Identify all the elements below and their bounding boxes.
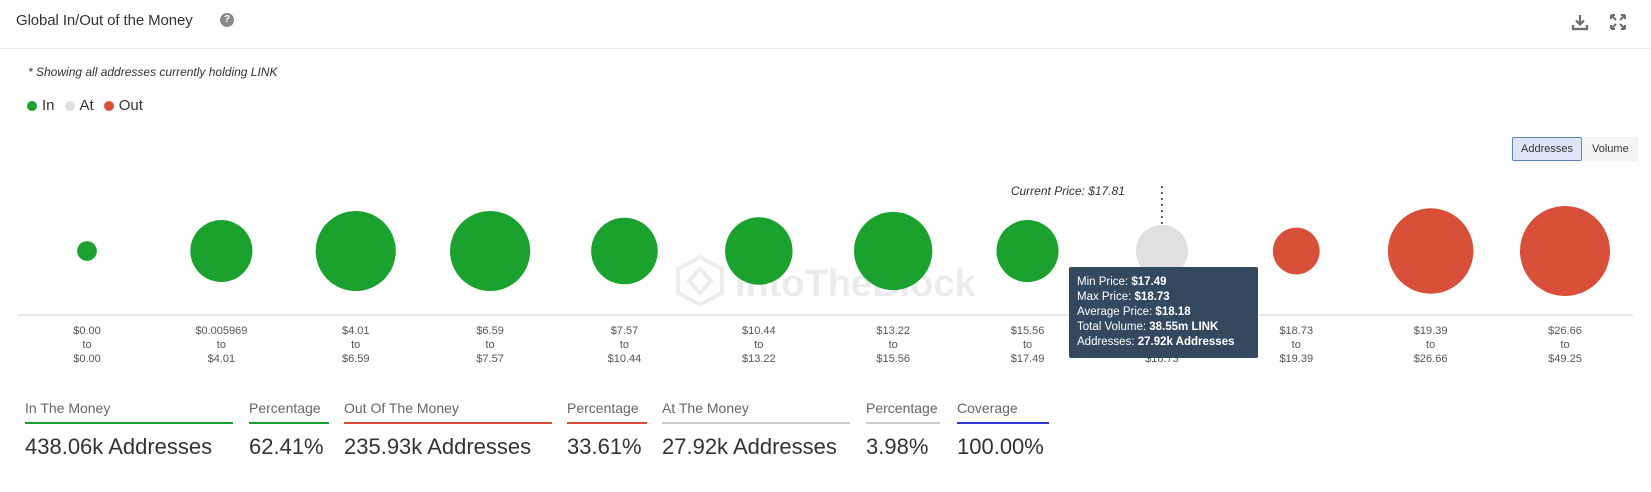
bucket-max-label: $0.00 (73, 353, 101, 365)
watermark-logo (676, 254, 724, 308)
bucket-min-label: $18.73 (1279, 325, 1313, 337)
bucket-max-label: $7.57 (476, 353, 504, 365)
bucket-max-label: $19.39 (1279, 353, 1313, 365)
bucket-max-label: $10.44 (608, 353, 642, 365)
stat-label-in-the-money: In The Money (25, 400, 233, 424)
bucket-max-label: $15.56 (876, 353, 910, 365)
legend-item-at[interactable]: At (64, 97, 94, 114)
volume-toggle-button[interactable]: Volume (1583, 137, 1638, 161)
bucket-to-label: to (620, 339, 629, 351)
stat-out-percentage: Percentage 33.61% (567, 400, 647, 460)
current-price-label: Current Price: $17.81 (1011, 184, 1125, 198)
bubble-in (854, 211, 933, 291)
stat-label-out-percentage: Percentage (567, 400, 647, 424)
stat-value-coverage: 100.00% (957, 434, 1044, 459)
bubble-in (450, 210, 531, 292)
bucket-to-label: to (351, 339, 360, 351)
bucket-to-label: to (754, 339, 763, 351)
bucket-min-label: $10.44 (742, 325, 776, 337)
legend-dot-at (64, 100, 75, 111)
watermark-icon (676, 254, 724, 308)
bubble-at (1135, 224, 1189, 278)
bucket-to-label: to (1292, 339, 1301, 351)
stat-label-in-percentage: Percentage (249, 400, 329, 424)
stat-label-at-the-money: At The Money (662, 400, 850, 424)
bucket-to-label: to (889, 339, 898, 351)
tooltip-max-price: Max Price: $18.73 (1077, 291, 1170, 303)
legend-dot-out (103, 100, 114, 111)
tooltip-min-price: Min Price: $17.49 (1077, 276, 1167, 288)
stat-value-out-of-the-money: 235.93k Addresses (344, 434, 532, 459)
stat-value-at-percentage: 3.98% (866, 434, 929, 459)
bucket-min-label: $4.01 (342, 325, 370, 337)
stat-value-in-the-money: 438.06k Addresses (25, 434, 213, 459)
bucket-min-label: $26.66 (1548, 325, 1582, 337)
bucket-max-label: $17.49 (1011, 353, 1045, 365)
stat-in-the-money: In The Money 438.06k Addresses (25, 400, 233, 460)
help-icon[interactable]: ? (220, 13, 234, 27)
fullscreen-icon[interactable] (1608, 12, 1628, 32)
stat-label-out-of-the-money: Out Of The Money (344, 400, 552, 424)
panel-header: Global In/Out of the Money ? (0, 0, 1651, 49)
stat-in-percentage: Percentage 62.41% (249, 400, 329, 460)
legend-item-out[interactable]: Out (103, 97, 143, 114)
bucket-min-label: $15.56 (1011, 325, 1045, 337)
bucket-max-label: $49.25 (1548, 353, 1582, 365)
bubble-in (315, 210, 396, 292)
bucket-to-label: to (1426, 339, 1435, 351)
stat-label-at-percentage: Percentage (866, 400, 940, 424)
stat-label-coverage: Coverage (957, 400, 1049, 424)
bubble-in (996, 219, 1059, 283)
bucket-min-label: $7.57 (611, 325, 639, 337)
bucket-tooltip: Min Price: $17.49 Max Price: $18.73 Aver… (1069, 267, 1258, 358)
legend-label-at: At (79, 97, 94, 114)
stat-at-percentage: Percentage 3.98% (866, 400, 940, 460)
bubble-in (77, 241, 97, 261)
stat-value-out-percentage: 33.61% (567, 434, 642, 459)
bubble-out (1387, 208, 1474, 294)
tooltip-addresses: Addresses: 27.92k Addresses (1077, 336, 1235, 348)
bubble-out (1520, 206, 1610, 296)
legend-label-in: In (42, 97, 55, 114)
bucket-max-label: $4.01 (208, 353, 236, 365)
bucket-to-label: to (485, 339, 494, 351)
bucket-to-label: to (1560, 339, 1569, 351)
bucket-min-label: $19.39 (1414, 325, 1448, 337)
download-icon[interactable] (1570, 12, 1590, 32)
panel-title: Global In/Out of the Money (16, 12, 193, 29)
bucket-to-label: to (217, 339, 226, 351)
tooltip-average-price: Average Price: $18.18 (1077, 306, 1191, 318)
legend-item-in[interactable]: In (27, 97, 55, 114)
stat-coverage: Coverage 100.00% (957, 400, 1049, 460)
bubble-in (725, 217, 793, 285)
bucket-min-label: $0.005969 (195, 325, 247, 337)
tooltip-total-volume: Total Volume: 38.55m LINK (1077, 321, 1219, 333)
holding-note: * Showing all addresses currently holdin… (28, 65, 278, 79)
bubble-in (591, 217, 658, 285)
bubble-out (1272, 227, 1320, 275)
bucket-min-label: $6.59 (476, 325, 504, 337)
bucket-max-label: $26.66 (1414, 353, 1448, 365)
bubble-in (190, 219, 253, 283)
bucket-to-label: to (82, 339, 91, 351)
bucket-min-label: $0.00 (73, 325, 101, 337)
legend-dot-in (27, 100, 37, 111)
legend-label-out: Out (118, 97, 143, 114)
bucket-max-label: $6.59 (342, 353, 370, 365)
stat-out-of-the-money: Out Of The Money 235.93k Addresses (344, 400, 552, 460)
stat-value-at-the-money: 27.92k Addresses (662, 434, 837, 459)
bucket-min-label: $13.22 (876, 325, 910, 337)
stat-value-in-percentage: 62.41% (249, 434, 324, 459)
chart-legend: In At Out (27, 97, 153, 114)
stat-at-the-money: At The Money 27.92k Addresses (662, 400, 850, 460)
addresses-toggle-button[interactable]: Addresses (1512, 137, 1582, 161)
bucket-to-label: to (1023, 339, 1032, 351)
bucket-max-label: $13.22 (742, 353, 776, 365)
